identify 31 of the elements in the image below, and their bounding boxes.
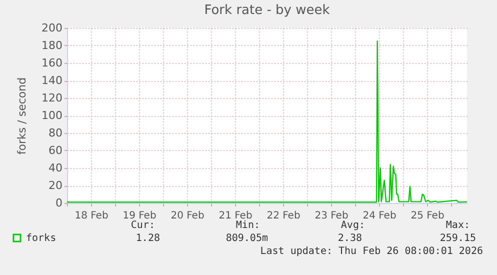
- x-tick-label: 21 Feb: [218, 210, 252, 222]
- y-tick-label: 140: [42, 74, 62, 87]
- text: Min:: [236, 220, 260, 231]
- x-tick-label: 18 Feb: [74, 210, 108, 222]
- x-tick-label: 20 Feb: [170, 210, 204, 222]
- x-tick-label: 23 Feb: [314, 210, 348, 222]
- y-tick-label: 60: [48, 144, 62, 157]
- x-tick-label: 19 Feb: [122, 210, 156, 222]
- x-tick-label: 24 Feb: [362, 210, 396, 222]
- y-tick-label: 40: [48, 162, 62, 174]
- legend-label: forks: [26, 233, 56, 244]
- x-tick-label: 22 Feb: [266, 210, 300, 222]
- text: 2.38: [338, 233, 362, 244]
- y-axis-title: forks / second: [16, 77, 29, 155]
- text: 1.28: [136, 233, 160, 244]
- text: 809.05m: [226, 233, 268, 244]
- x-tick-label: 25 Feb: [410, 210, 444, 222]
- y-tick-label: 20: [48, 179, 62, 192]
- y-tick-label: 80: [48, 126, 62, 140]
- y-tick-label: 200: [42, 22, 62, 34]
- text: Last update: Thu Feb 26 08:00:01 2026: [260, 246, 483, 257]
- y-tick-label: 100: [42, 109, 62, 122]
- text: Avg:: [340, 220, 365, 231]
- y-tick-label: 160: [42, 56, 62, 70]
- y-tick-label: 180: [42, 39, 62, 52]
- chart-title: Fork rate - by week: [204, 3, 330, 18]
- y-tick-label: 0: [56, 196, 62, 210]
- text: Max:: [446, 220, 470, 231]
- text: Cur:: [130, 220, 155, 231]
- text: 259.15: [440, 233, 476, 244]
- y-tick-label: 120: [42, 92, 62, 104]
